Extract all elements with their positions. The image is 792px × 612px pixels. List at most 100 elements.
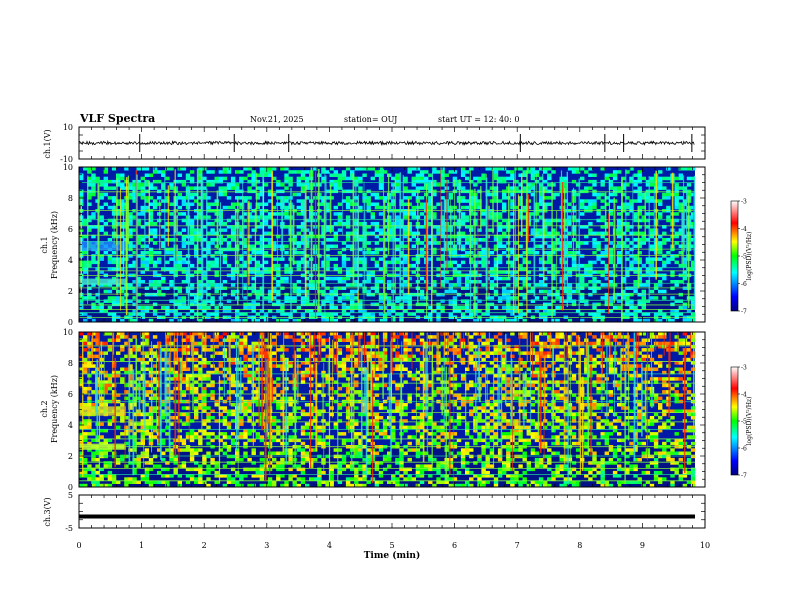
spec1-cell [169,267,174,271]
spec1-cell [633,238,638,242]
spec1-cell [510,176,515,181]
spec1-cell [440,183,445,187]
spec1-cell [649,199,655,203]
spec1-cell [255,260,260,265]
spec1-cell [551,244,556,248]
spec1-cell [637,270,642,274]
spec1-cell [259,221,265,226]
spec1-cell [580,276,585,281]
spec1-cell [350,231,355,236]
spec1-cell [543,312,548,316]
spec1-cell [686,318,692,323]
spec2-cell [280,457,285,462]
spec2-cell [198,435,203,439]
spec1-cell [362,196,367,200]
spec2-cell [83,341,88,346]
spec1-cell [690,260,696,265]
spec2-cell [218,406,223,410]
spec1-cell [440,254,445,258]
spec1-cell [239,318,244,323]
spec2-cell [148,412,154,417]
spec1-cell [506,302,511,307]
spec2-cell [173,348,178,352]
spec1-cell [350,267,355,271]
spec1-cell [202,302,207,307]
spec1-cell [407,212,412,216]
spec1-cell [395,183,400,187]
spec1-cell [161,241,166,245]
spec1-cell [526,170,531,174]
spec1-cell [584,263,589,268]
spec2-cell [198,332,203,336]
spec1-cell [567,215,573,219]
spec1-cell [641,241,646,245]
spec1-cell [370,302,375,307]
spec1-cell [333,292,338,297]
spec1-cell [469,292,474,297]
spec2-cell [124,425,129,430]
spec1-cell [116,257,121,261]
spec1-cell [419,296,425,300]
spec1-cell [419,309,425,313]
spec1-cell [637,196,642,200]
spec1-cell [428,199,433,203]
spec2-cell [226,480,232,484]
spec2-cell [243,428,248,433]
spec1-cell [575,183,581,187]
spec1-cell [514,318,519,323]
spec2-cell [161,451,166,455]
spec1-cell [267,199,273,203]
spec2-cell [144,467,150,472]
spec1-cell [140,251,145,255]
spec1-cell [272,267,277,271]
spec1-cell [120,221,125,226]
ch1-trace [79,139,695,147]
spec2-cell [214,419,219,423]
spec1-cell [485,305,490,310]
spec1-cell [243,302,248,307]
spec1-cell [674,231,679,236]
spec1-cell [345,292,351,297]
spec1-cell [666,192,671,197]
spec1-cell [621,231,626,236]
spec1-cell [198,318,203,323]
spec2-cell [103,390,108,394]
spec1-cell [210,254,215,258]
spec1-cell [177,212,182,216]
spec2-cell [235,357,240,362]
spec1-cell [177,173,182,177]
spec1-cell [452,305,458,310]
spec2-cell [280,364,285,368]
spec1-cell [403,202,408,206]
spec1-cell [682,199,688,203]
spec1-cell [345,231,351,236]
spec1-cell [284,312,289,316]
spec1-cell [148,202,154,206]
spec1-cell [276,263,281,268]
spec1-cell [222,260,228,265]
spec1-cell [120,199,125,203]
spec2-cell [79,461,84,465]
spec2-cell [317,383,322,388]
spec1-cell [567,218,573,223]
spec1-cell [432,167,437,171]
spec1-cell [559,305,564,310]
spec1-cell [300,234,306,239]
spec2-cell [148,480,154,484]
spec1-cell [333,205,338,210]
spec1-cell [530,289,536,294]
spec2-cell [276,477,281,481]
spec2-cell [124,441,129,446]
spec1-cell [543,267,548,271]
spec2-cell [300,470,306,475]
spec2-cell [194,477,199,481]
spec2-cell [296,370,301,375]
spec2-cell [91,474,96,478]
spec1-cell [419,196,425,200]
spec2-cell [280,441,285,446]
spec1-cell [428,173,433,177]
spec1-cell [235,170,240,174]
spec1-cell [374,196,380,200]
spec1-cell [460,312,466,316]
spec2-cell [304,412,310,417]
